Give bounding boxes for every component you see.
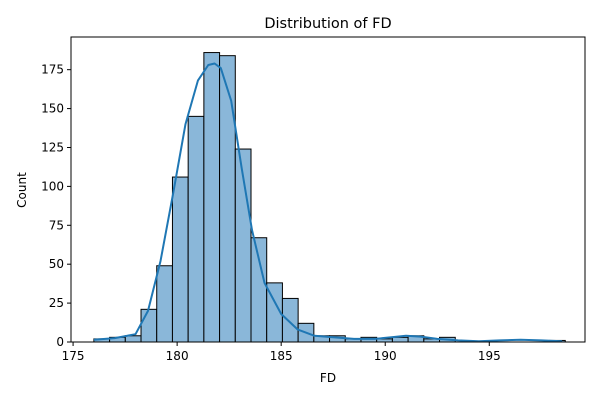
y-tick-label: 0: [56, 335, 64, 349]
histogram-bar: [203, 52, 221, 343]
plot-area: [93, 52, 566, 343]
y-tick-label: 25: [49, 296, 64, 310]
y-tick-label: 150: [41, 102, 64, 116]
y-axis-label: Count: [15, 172, 29, 208]
histogram-bar: [281, 297, 299, 343]
y-tick-label: 125: [41, 140, 64, 154]
histogram-bar: [187, 115, 205, 343]
x-axis-label: FD: [320, 371, 336, 385]
histogram-bar: [140, 308, 158, 343]
histogram-bar: [250, 237, 268, 343]
x-tick-label: 195: [478, 349, 501, 363]
histogram-bar: [171, 176, 189, 343]
axes-frame: [70, 36, 586, 343]
histogram-bar: [391, 336, 409, 343]
y-tick-label: 100: [41, 179, 64, 193]
chart-title: Distribution of FD: [264, 16, 391, 32]
y-tick-label: 175: [41, 63, 64, 77]
kde-line: [93, 62, 563, 343]
histogram-bar: [156, 265, 173, 343]
x-tick-label: 180: [166, 349, 189, 363]
y-axis: 0 25 50 75 100 125 150 175: [41, 63, 71, 349]
histogram-bar: [219, 55, 236, 343]
x-axis: 175 180 185 190 195: [62, 342, 501, 363]
y-tick-label: 50: [49, 257, 64, 271]
y-tick-label: 75: [49, 218, 64, 232]
x-tick-label: 190: [374, 349, 397, 363]
x-tick-label: 185: [270, 349, 293, 363]
x-tick-label: 175: [62, 349, 85, 363]
histogram-bar: [124, 335, 142, 343]
